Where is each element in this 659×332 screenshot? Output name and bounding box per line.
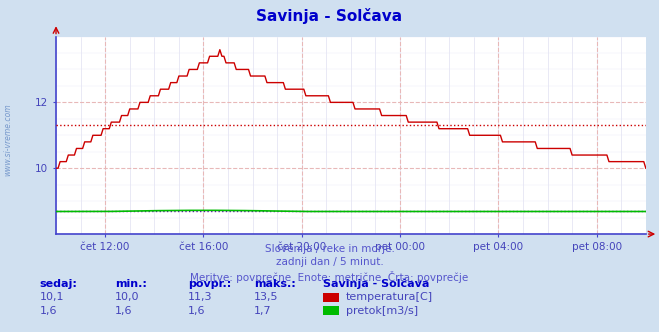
Text: 1,6: 1,6 xyxy=(188,306,206,316)
Text: Savinja - Solčava: Savinja - Solčava xyxy=(256,8,403,24)
Text: sedaj:: sedaj: xyxy=(40,279,77,289)
Text: Slovenija / reke in morje.: Slovenija / reke in morje. xyxy=(264,244,395,254)
Text: 11,3: 11,3 xyxy=(188,292,212,302)
Text: Meritve: povprečne  Enote: metrične  Črta: povprečje: Meritve: povprečne Enote: metrične Črta:… xyxy=(190,271,469,283)
Text: 1,7: 1,7 xyxy=(254,306,272,316)
Text: pretok[m3/s]: pretok[m3/s] xyxy=(346,306,418,316)
Text: www.si-vreme.com: www.si-vreme.com xyxy=(3,103,13,176)
Text: maks.:: maks.: xyxy=(254,279,295,289)
Text: 1,6: 1,6 xyxy=(40,306,57,316)
Text: 13,5: 13,5 xyxy=(254,292,278,302)
Text: Savinja - Solčava: Savinja - Solčava xyxy=(323,279,429,289)
Text: zadnji dan / 5 minut.: zadnji dan / 5 minut. xyxy=(275,257,384,267)
Text: povpr.:: povpr.: xyxy=(188,279,231,289)
Text: temperatura[C]: temperatura[C] xyxy=(346,292,433,302)
Text: 1,6: 1,6 xyxy=(115,306,133,316)
Text: 10,0: 10,0 xyxy=(115,292,140,302)
Text: min.:: min.: xyxy=(115,279,147,289)
Text: 10,1: 10,1 xyxy=(40,292,64,302)
